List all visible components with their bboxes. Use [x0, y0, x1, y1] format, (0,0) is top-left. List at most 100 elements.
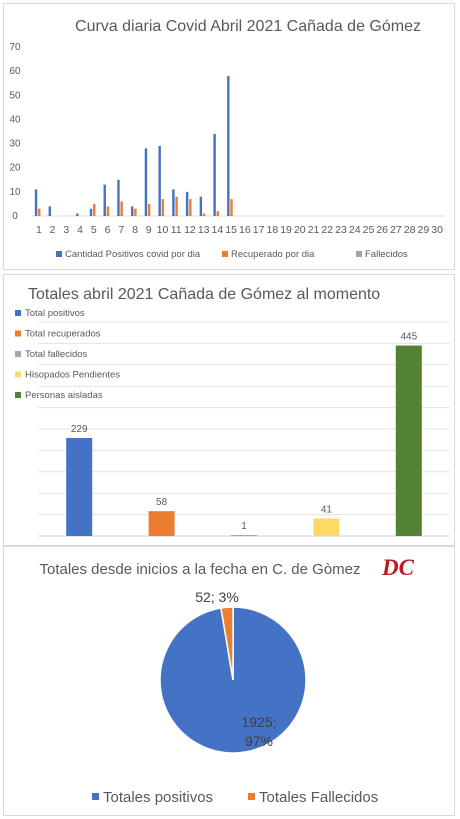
legend-label: Fallecidos — [365, 249, 408, 260]
bar — [158, 145, 161, 216]
data-label: 229 — [71, 424, 88, 435]
april-totals-chart: Totales abril 2021 Cañada de Gómez al mo… — [3, 274, 455, 546]
x-tick-label: 1 — [36, 224, 42, 236]
bar — [66, 437, 93, 536]
legend-swatch — [356, 251, 362, 257]
april-totals-svg: Totales abril 2021 Cañada de Gómez al mo… — [15, 286, 450, 537]
chart-title: Totales desde inicios a la fecha en C. d… — [39, 561, 360, 578]
data-label: 445 — [400, 332, 417, 343]
data-label: 1925; — [241, 714, 276, 730]
x-tick-label: 23 — [335, 224, 347, 236]
x-tick-label: 30 — [431, 224, 443, 236]
bar — [189, 199, 192, 216]
x-tick-label: 24 — [349, 224, 361, 236]
bar — [227, 75, 230, 216]
legend-label: Total recuperados — [25, 329, 101, 340]
legend-label: Recuperado por dia — [231, 249, 315, 260]
x-tick-label: 25 — [363, 224, 375, 236]
x-tick-label: 10 — [157, 224, 169, 236]
x-tick-label: 13 — [198, 224, 210, 236]
legend-label: Total positivos — [25, 308, 85, 319]
bar — [175, 196, 178, 216]
x-tick-label: 2 — [50, 224, 56, 236]
bar — [106, 206, 110, 216]
x-tick-label: 12 — [184, 224, 196, 236]
x-tick-label: 7 — [118, 224, 124, 236]
bar — [134, 208, 137, 216]
bar — [48, 206, 51, 216]
bar — [185, 191, 189, 216]
x-tick-label: 22 — [321, 224, 333, 236]
pie-slice — [220, 606, 234, 681]
y-tick-label: 60 — [9, 66, 21, 77]
x-tick-label: 27 — [390, 224, 402, 236]
x-tick-label: 14 — [212, 224, 224, 236]
y-tick-label: 20 — [9, 163, 21, 174]
legend-swatch — [56, 251, 62, 257]
x-tick-label: 26 — [376, 224, 388, 236]
legend-swatch — [15, 310, 21, 316]
x-tick-label: 4 — [77, 224, 83, 236]
x-tick-label: 3 — [63, 224, 69, 236]
x-tick-label: 8 — [132, 224, 138, 236]
x-tick-label: 11 — [171, 224, 182, 236]
y-tick-label: 50 — [9, 90, 21, 101]
legend-label: Cantidad Positivos covid por dia — [65, 249, 201, 260]
bar — [172, 189, 175, 216]
data-label: 58 — [156, 497, 168, 508]
bar — [202, 213, 206, 216]
legend-label: Total fallecidos — [25, 349, 88, 360]
legend-swatch — [15, 351, 21, 357]
y-tick-label: 10 — [9, 187, 21, 198]
x-tick-label: 9 — [146, 224, 152, 236]
x-tick-label: 6 — [105, 224, 111, 236]
bar — [34, 189, 38, 216]
legend-label: Totales Fallecidos — [259, 789, 378, 806]
bar — [120, 201, 123, 216]
bar — [117, 179, 120, 216]
daily-curve-svg: Curva diaria Covid Abril 2021 Cañada de … — [9, 18, 444, 260]
x-tick-label: 5 — [91, 224, 97, 236]
x-tick-label: 17 — [253, 224, 265, 236]
data-label: 52; 3% — [195, 589, 239, 605]
legend-swatch — [15, 371, 21, 378]
bar — [103, 184, 106, 216]
bar — [313, 518, 340, 536]
bar — [230, 199, 233, 216]
dc-logo: DC — [381, 555, 415, 580]
data-label: 1 — [241, 521, 247, 532]
bar — [213, 133, 216, 216]
chart-title: Curva diaria Covid Abril 2021 Cañada de … — [75, 18, 421, 35]
x-tick-label: 20 — [294, 224, 306, 236]
bar — [144, 148, 148, 216]
y-tick-label: 0 — [12, 211, 18, 222]
y-tick-label: 40 — [9, 114, 21, 125]
bar — [76, 213, 79, 216]
legend-label: Personas aisladas — [25, 390, 103, 401]
legend-swatch — [248, 793, 255, 800]
data-label: 41 — [321, 504, 333, 515]
y-tick-label: 30 — [9, 139, 21, 150]
bar — [231, 535, 257, 536]
x-tick-label: 28 — [404, 224, 416, 236]
chart-title: Totales abril 2021 Cañada de Gómez al mo… — [28, 286, 380, 303]
daily-curve-chart: Curva diaria Covid Abril 2021 Cañada de … — [3, 3, 455, 270]
bar — [131, 206, 134, 216]
legend-swatch — [222, 251, 228, 257]
x-tick-label: 19 — [280, 224, 292, 236]
bar — [38, 208, 41, 216]
cumulative-pie-chart: Totales desde inicios a la fecha en C. d… — [3, 546, 455, 816]
bar — [216, 211, 219, 216]
legend-swatch — [15, 392, 21, 398]
cumulative-pie-svg: Totales desde inicios a la fecha en C. d… — [39, 555, 415, 806]
bar — [147, 203, 151, 216]
bar — [199, 196, 203, 216]
legend-swatch — [92, 793, 99, 800]
x-tick-label: 21 — [308, 224, 320, 236]
legend-swatch — [15, 330, 21, 337]
bar — [395, 345, 422, 536]
x-tick-label: 29 — [418, 224, 430, 236]
bar — [148, 511, 175, 536]
data-label: 97% — [245, 733, 273, 749]
x-tick-label: 16 — [239, 224, 251, 236]
